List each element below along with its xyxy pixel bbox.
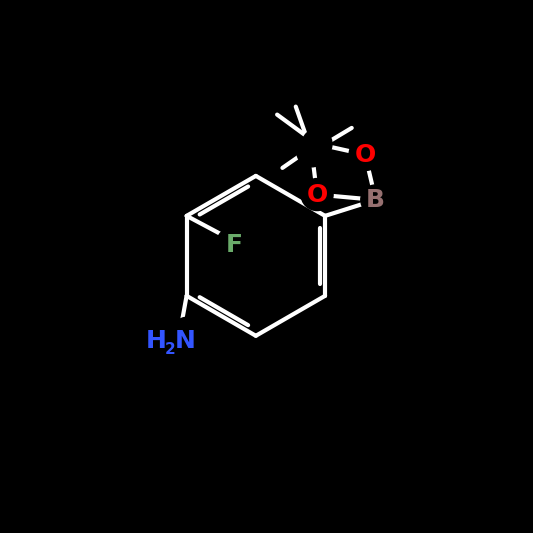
Circle shape xyxy=(361,185,391,215)
Text: O: O xyxy=(354,142,376,167)
Circle shape xyxy=(349,139,381,171)
Circle shape xyxy=(217,229,244,255)
Text: H: H xyxy=(146,329,167,353)
Circle shape xyxy=(297,137,327,167)
Circle shape xyxy=(301,179,333,211)
Circle shape xyxy=(169,317,207,354)
Text: F: F xyxy=(226,233,243,257)
Text: B: B xyxy=(366,188,385,212)
Circle shape xyxy=(302,129,332,159)
Text: 2: 2 xyxy=(165,342,176,357)
Text: N: N xyxy=(175,329,196,353)
Text: O: O xyxy=(306,182,328,207)
